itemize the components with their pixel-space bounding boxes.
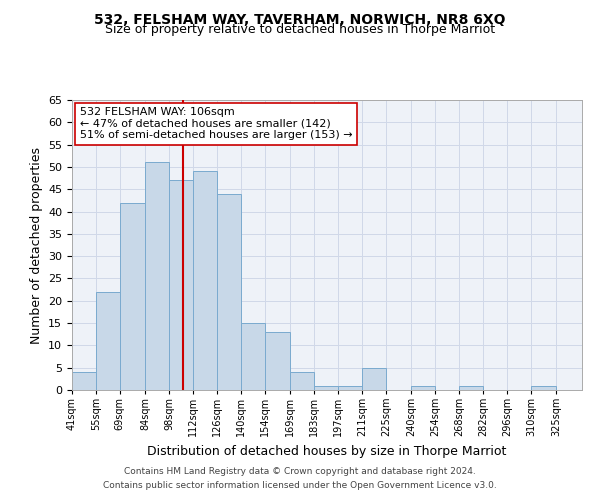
Bar [169,180,193,390]
Bar [290,372,314,390]
Bar [120,202,145,390]
Text: Size of property relative to detached houses in Thorpe Marriot: Size of property relative to detached ho… [105,22,495,36]
X-axis label: Distribution of detached houses by size in Thorpe Marriot: Distribution of detached houses by size … [148,445,506,458]
Bar [362,368,386,390]
Text: Contains HM Land Registry data © Crown copyright and database right 2024.: Contains HM Land Registry data © Crown c… [124,467,476,476]
Text: 532 FELSHAM WAY: 106sqm
← 47% of detached houses are smaller (142)
51% of semi-d: 532 FELSHAM WAY: 106sqm ← 47% of detache… [80,108,352,140]
Bar [72,372,96,390]
Text: Contains public sector information licensed under the Open Government Licence v3: Contains public sector information licen… [103,481,497,490]
Bar [265,332,290,390]
Bar [412,386,436,390]
Bar [531,386,556,390]
Bar [193,172,217,390]
Bar [145,162,169,390]
Y-axis label: Number of detached properties: Number of detached properties [29,146,43,344]
Text: 532, FELSHAM WAY, TAVERHAM, NORWICH, NR8 6XQ: 532, FELSHAM WAY, TAVERHAM, NORWICH, NR8… [94,12,506,26]
Bar [96,292,120,390]
Bar [338,386,362,390]
Bar [459,386,483,390]
Bar [241,323,265,390]
Bar [314,386,338,390]
Bar [217,194,241,390]
